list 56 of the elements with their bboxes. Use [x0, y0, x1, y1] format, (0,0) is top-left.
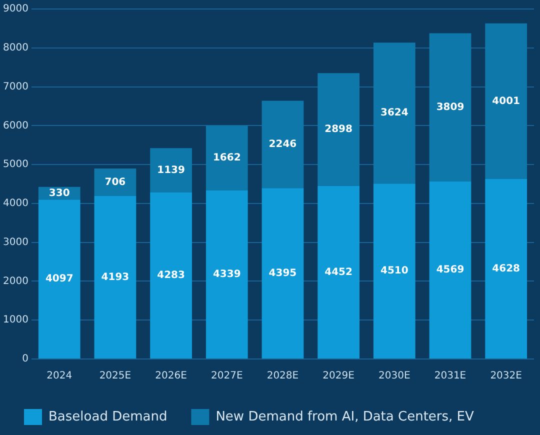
bar — [262, 188, 304, 358]
bar — [429, 33, 472, 182]
x-tick-label: 2027E — [210, 370, 243, 382]
bar — [150, 148, 192, 192]
data-label: 1662 — [212, 152, 241, 164]
data-label: 4097 — [45, 274, 74, 285]
y-tick-label: 2000 — [2, 276, 28, 287]
data-label: 2898 — [324, 124, 353, 136]
bar — [318, 73, 360, 186]
bar — [485, 179, 528, 358]
bar — [94, 196, 136, 358]
x-tick-label: 2024 — [46, 370, 72, 382]
data-label: 706 — [104, 176, 126, 188]
legend-label: New Demand from AI, Data Centers, EV — [216, 409, 474, 424]
data-label: 330 — [48, 188, 70, 199]
y-tick-label: 7000 — [2, 81, 28, 92]
data-label: 3624 — [380, 108, 408, 119]
y-tick-label: 6000 — [2, 120, 28, 132]
data-label: 4452 — [324, 266, 353, 278]
data-label: 4001 — [492, 96, 520, 107]
bar — [94, 168, 136, 196]
x-tick-label: 2025E — [99, 370, 132, 382]
data-label: 4628 — [492, 263, 520, 274]
bar — [318, 186, 360, 358]
data-label: 3809 — [436, 102, 464, 113]
bar — [429, 181, 472, 358]
x-tick-label: 2031E — [434, 370, 466, 382]
bar — [373, 42, 416, 184]
data-label: 1139 — [157, 164, 185, 176]
y-tick-label: 8000 — [2, 42, 28, 54]
x-tick-label: 2032E — [490, 370, 522, 382]
data-label: 4510 — [380, 266, 408, 277]
bar — [38, 200, 80, 358]
bar — [206, 190, 248, 358]
x-tick-label: 2030E — [378, 370, 410, 382]
y-tick-label: 4000 — [2, 198, 28, 210]
y-tick-label: 1000 — [2, 314, 28, 326]
y-tick-label: 9000 — [2, 4, 28, 15]
data-label: 4339 — [212, 268, 241, 280]
y-tick-label: 3000 — [2, 236, 28, 248]
x-tick-label: 2028E — [266, 370, 299, 382]
data-label: 4569 — [436, 264, 464, 276]
data-label: 2246 — [268, 139, 297, 150]
bar — [150, 192, 192, 358]
legend-label: Baseload Demand — [48, 409, 168, 424]
x-tick-label: 2026E — [155, 370, 187, 382]
bar — [262, 100, 304, 188]
x-tick-label: 2029E — [322, 370, 354, 382]
data-label: 4193 — [101, 272, 130, 283]
bar — [206, 126, 248, 190]
data-label: 4395 — [268, 268, 297, 279]
data-label: 4283 — [157, 270, 185, 282]
bar — [485, 23, 528, 180]
y-tick-label: 0 — [22, 354, 28, 365]
bar — [373, 184, 416, 358]
y-tick-label: 5000 — [2, 159, 28, 170]
